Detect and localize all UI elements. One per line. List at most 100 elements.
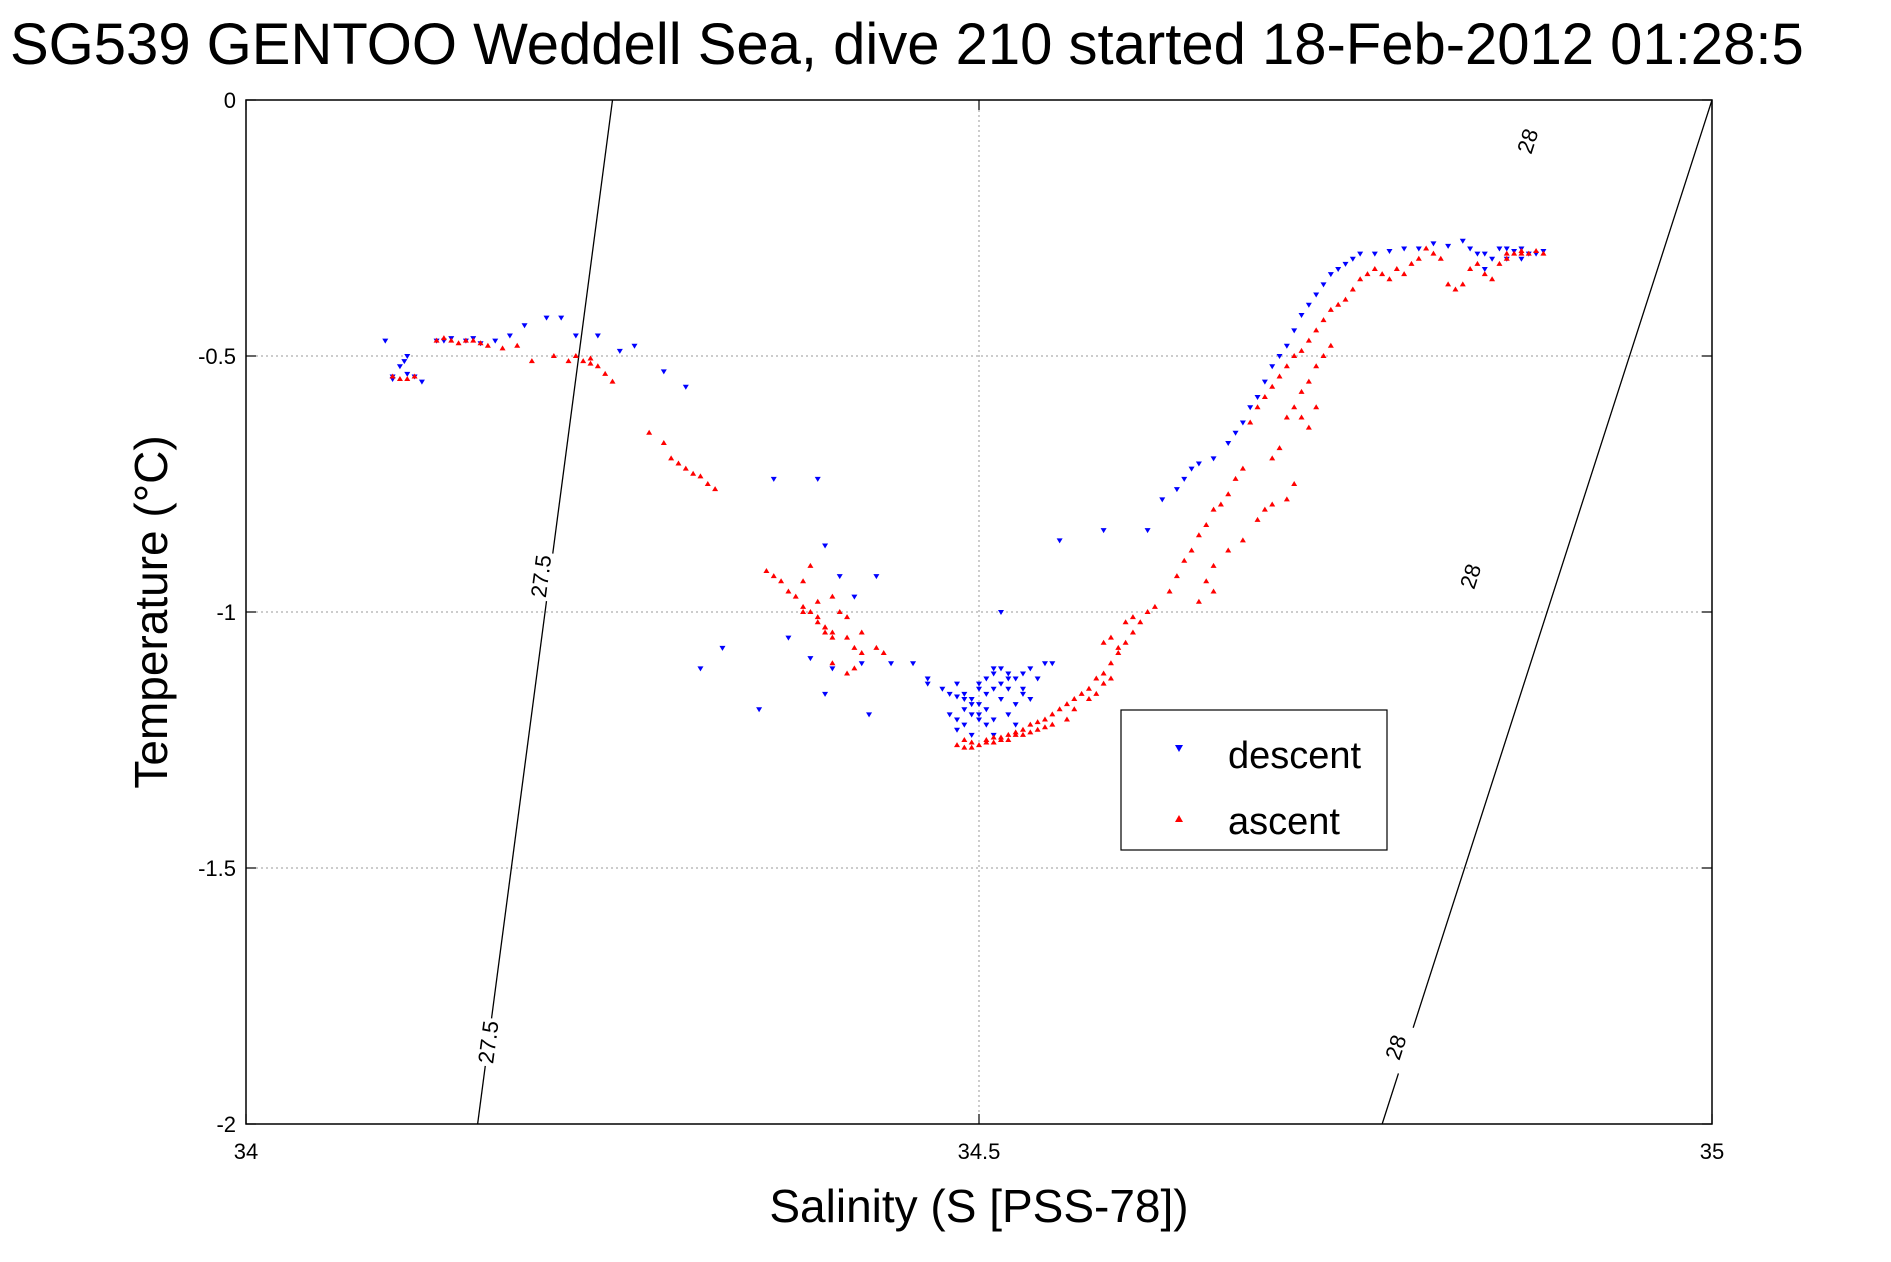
descent-data-point [888,661,895,667]
descent-data-point [1232,430,1239,436]
descent-data-point [873,574,880,580]
ascent-data-point [990,734,997,740]
descent-data-point [543,315,550,321]
descent-data-point [1049,661,1056,667]
ascent-data-point [1041,724,1048,730]
ascent-data-point [1298,347,1305,353]
descent-data-point [1445,243,1452,249]
contour-label-background [471,1016,504,1068]
descent-data-point [396,364,403,370]
descent-data-point [968,732,975,738]
ascent-data-point [844,634,851,640]
ascent-data-point [1210,588,1217,594]
ascent-data-point [1415,255,1422,261]
legend-box [1120,709,1388,851]
descent-data-point [1503,246,1510,252]
ascent-data-point [682,465,689,471]
descent-data-point [1019,686,1026,692]
ascent-data-point [800,603,807,609]
ascent-data-point [1203,578,1210,584]
ascent-data-point [770,573,777,579]
ascent-data-point [1445,281,1452,287]
ascent-data-point [477,340,484,346]
descent-data-point [1027,697,1034,703]
ascent-data-point [1349,286,1356,292]
ascent-data-point [1393,265,1400,271]
descent-data-point [1467,246,1474,252]
ascent-data-point [668,455,675,461]
descent-data-point [822,691,829,697]
x-tick-label: 35 [1700,1139,1724,1164]
ascent-data-point [1115,649,1122,655]
ascent-data-point [1188,547,1195,553]
legend-ascent-label: ascent [1228,801,1340,843]
descent-data-point [990,666,997,672]
descent-data-point [756,707,763,713]
ascent-data-point [1291,353,1298,358]
ascent-data-point [1305,378,1312,384]
descent-data-point [866,712,873,718]
descent-data-point [1298,313,1305,319]
ascent-data-point [1005,731,1012,737]
ascent-data-point [858,649,865,655]
ascent-data-point [1129,614,1136,620]
ascent-data-point [1489,276,1496,282]
descent-data-point [1012,722,1019,728]
descent-data-point [1291,328,1298,334]
descent-data-point [1276,354,1283,359]
descent-data-point [1144,528,1151,534]
descent-data-point [983,691,990,697]
ascent-data-point [1195,532,1202,538]
ascent-data-point [1100,670,1107,676]
ascent-data-point [1122,639,1129,645]
ascent-data-point [712,486,719,492]
descent-data-point [968,712,975,718]
descent-data-point [1320,282,1327,288]
ascent-data-point [1063,716,1070,722]
ascent-data-point [1203,521,1210,527]
ascent-data-point [1019,731,1026,737]
descent-data-point [521,323,528,329]
ascent-data-point [572,353,579,358]
descent-data-point [1005,686,1012,692]
descent-data-point [924,681,931,687]
ascent-data-point [814,614,821,620]
descent-data-point [961,697,968,703]
descent-data-point [961,691,968,697]
contour-label-background [524,550,557,602]
ascent-data-point [1225,547,1232,553]
descent-data-point [858,661,865,667]
y-tick-label: -1 [216,600,236,625]
ascent-data-point [470,337,477,343]
ascent-data-point [983,737,990,742]
descent-data-point [1005,671,1012,677]
ascent-data-point [602,370,609,376]
ascent-data-point [1232,475,1239,481]
descent-data-point [997,681,1004,687]
axis-ticks: 34 34.5 35 0 -0.5 -1 -1.5 -2 [198,88,1724,1164]
ascent-data-point [851,665,858,671]
descent-data-point [1181,476,1188,482]
ascent-data-point [1437,255,1444,261]
ascent-data-point [1496,260,1503,266]
ascent-data-point [1063,701,1070,707]
ascent-data-point [1181,557,1188,563]
ascent-data-point [844,614,851,620]
descent-data-point [1100,528,1107,534]
ascent-data-point [1408,260,1415,266]
descent-data-point [1386,249,1393,255]
ascent-data-point [690,470,697,476]
descent-data-point [631,343,638,349]
descent-data-point [785,635,792,641]
descent-data-point [1254,394,1261,400]
ascent-data-point [1151,603,1158,609]
ascent-data-point [1313,363,1320,369]
ascent-data-point [858,629,865,635]
ascent-data-point [1533,248,1540,254]
ascent-data-point [1210,562,1217,568]
descent-data-point [1195,461,1202,467]
ascent-data-point [1100,639,1107,645]
ascent-data-point [1115,644,1122,650]
